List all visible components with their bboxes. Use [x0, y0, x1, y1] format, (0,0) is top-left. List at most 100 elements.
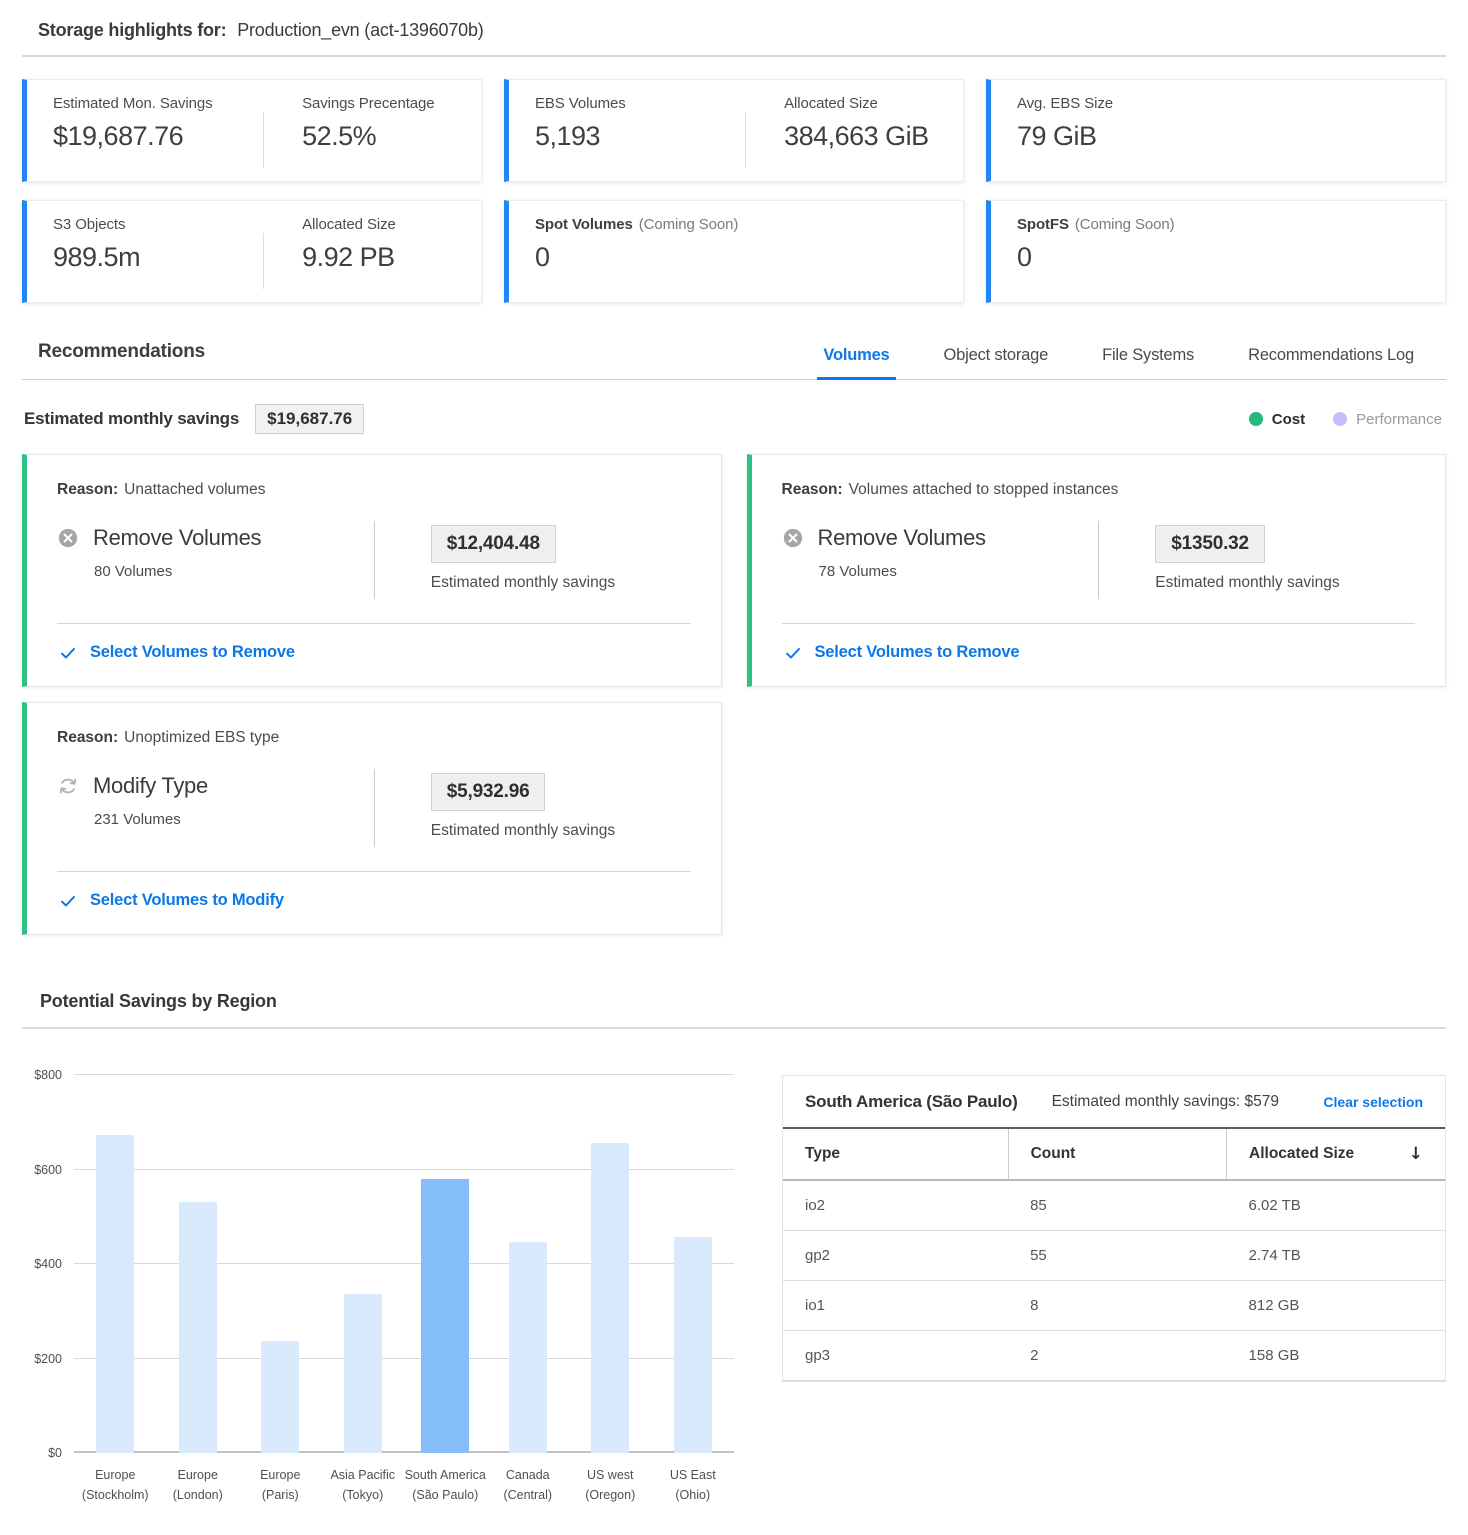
cell-allocated-size: 2.74 TB	[1226, 1230, 1445, 1281]
kpi-label-text: SpotFS	[1017, 216, 1069, 233]
action-row: Remove Volumes 78 Volumes $1350.32 Estim…	[782, 521, 1416, 599]
region-section-divider	[22, 1027, 1446, 1029]
kpi-label: Spot Volumes (Coming Soon)	[535, 216, 963, 233]
savings-amount-badge: $12,404.48	[430, 525, 556, 563]
clear-selection-link[interactable]: Clear selection	[1323, 1094, 1423, 1110]
action-divider	[373, 521, 375, 599]
savings-amount-badge: $1350.32	[1155, 525, 1265, 563]
kpi-label: Avg. EBS Size	[1017, 95, 1113, 112]
kpi-value: 9.92 PB	[302, 242, 395, 272]
gridline	[74, 1168, 734, 1170]
action-count: 231 Volumes	[94, 811, 181, 828]
kpi-label-text: Spot Volumes	[535, 216, 633, 233]
x-tick-label: South America (São Paulo)	[404, 1468, 486, 1502]
kpi-stat: Avg. EBS Size 79 GiB	[991, 95, 1445, 168]
region-section-title: Potential Savings by Region	[40, 991, 277, 1011]
region-bar-2[interactable]	[178, 1202, 217, 1453]
cell-count: 8	[1008, 1280, 1227, 1331]
cell-type: gp2	[783, 1230, 1009, 1281]
gridline	[74, 1357, 734, 1359]
savings-summary-label: Estimated monthly savings	[24, 409, 240, 428]
x-tick-label: US East (Ohio)	[669, 1468, 716, 1502]
sort-descending-icon[interactable]: ↓	[1408, 1144, 1423, 1164]
recommendations-tabs: Volumes Object storage File Systems Reco…	[817, 346, 1420, 380]
reason-label: Reason:	[781, 481, 843, 498]
legend-item-performance: Performance	[1333, 411, 1442, 428]
select-volumes-link[interactable]: Select Volumes to Remove	[814, 643, 1020, 661]
bar-slot	[569, 1075, 652, 1453]
kpi-card-spotfs: SpotFS (Coming Soon) 0	[986, 200, 1446, 303]
volume-types-table: Type Count Allocated Size ↓ io2 85	[783, 1129, 1445, 1381]
empty-grid-cell	[747, 702, 1447, 935]
legend-item-cost: Cost	[1248, 411, 1305, 428]
x-tick-label: Europe (Paris)	[260, 1468, 301, 1502]
account-name: Production_evn (act-1396070b)	[237, 20, 484, 40]
kpi-value: 52.5%	[302, 121, 377, 151]
reason-text: Unoptimized EBS type	[124, 729, 280, 746]
cell-count: 85	[1008, 1180, 1227, 1231]
bar-slot	[322, 1075, 405, 1453]
select-volumes-link[interactable]: Select Volumes to Modify	[90, 891, 284, 909]
reason-line: Reason: Unoptimized EBS type	[57, 729, 691, 747]
savings-amount-label: Estimated monthly savings	[430, 822, 616, 839]
kpi-label: S3 Objects	[53, 216, 126, 233]
modify-refresh-icon	[59, 778, 77, 794]
region-bar-8[interactable]	[673, 1237, 712, 1453]
gridline	[74, 1074, 734, 1075]
card-divider	[57, 623, 691, 624]
y-tick-label: $200	[34, 1351, 62, 1366]
action-right: $1350.32 Estimated monthly savings	[1099, 525, 1340, 599]
tab-volumes[interactable]: Volumes	[817, 346, 896, 380]
select-volumes-link[interactable]: Select Volumes to Remove	[90, 643, 295, 661]
tab-object-storage[interactable]: Object storage	[943, 346, 1049, 364]
select-volumes-action[interactable]: Select Volumes to Remove	[57, 624, 691, 686]
recommendation-card-stopped-instances: Reason: Volumes attached to stopped insta…	[746, 454, 1446, 687]
select-volumes-action[interactable]: Select Volumes to Modify	[57, 872, 691, 934]
region-bar-3[interactable]	[261, 1341, 300, 1453]
chart-bars	[74, 1075, 734, 1453]
table-row[interactable]: gp3 2 158 GB	[783, 1330, 1445, 1381]
column-header-type: Type	[783, 1129, 1009, 1181]
bar-slot	[487, 1075, 570, 1453]
page-title: Storage highlights for: Production_evn (…	[22, 14, 1446, 55]
table-row[interactable]: gp2 55 2.74 TB	[783, 1230, 1445, 1281]
kpi-card-ebs-volumes: EBS Volumes 5,193 Allocated Size 384,663…	[504, 79, 964, 182]
tab-file-systems[interactable]: File Systems	[1102, 346, 1195, 364]
kpi-label: SpotFS (Coming Soon)	[1017, 216, 1445, 233]
bar-slot	[404, 1075, 487, 1453]
gridline	[74, 1263, 734, 1264]
header-divider	[22, 55, 1446, 57]
kpi-stat: Estimated Mon. Savings $19,687.76	[27, 95, 263, 168]
cell-count: 2	[1008, 1330, 1227, 1381]
chart-x-axis: Europe (Stockholm) Europe (London) Europe (Pa…	[74, 1465, 734, 1505]
bar-slot	[239, 1075, 322, 1453]
table-region-title: South America (São Paulo)	[805, 1092, 1018, 1111]
kpi-stat: S3 Objects 989.5m	[27, 216, 263, 289]
recommendation-card-unattached: Reason: Unattached volumes Remove Volumes…	[22, 454, 722, 687]
page-title-prefix: Storage highlights for:	[38, 20, 227, 40]
tab-recommendations-log[interactable]: Recommendations Log	[1248, 346, 1414, 364]
select-volumes-action[interactable]: Select Volumes to Remove	[782, 624, 1416, 686]
kpi-label: Savings Precentage	[302, 95, 435, 112]
table-row[interactable]: io2 85 6.02 TB	[783, 1180, 1445, 1231]
region-body: $0 $200 $400 $600 $800 Europe (Stockholm) Euro…	[22, 1068, 1446, 1505]
recommendation-cards: Reason: Unattached volumes Remove Volumes…	[22, 454, 1446, 935]
x-tick-label: Europe (Stockholm)	[81, 1468, 149, 1502]
reason-label: Reason:	[57, 729, 119, 746]
cell-type: gp3	[783, 1330, 1009, 1381]
cell-type: io1	[783, 1280, 1009, 1331]
region-savings-chart: $0 $200 $400 $600 $800 Europe (Stockholm) Euro…	[22, 1068, 734, 1505]
savings-summary-row: Estimated monthly savings $19,687.76 Cos…	[22, 404, 1446, 434]
y-tick-label: $0	[48, 1446, 62, 1460]
region-bar-6[interactable]	[508, 1242, 547, 1453]
y-tick-label: $600	[34, 1162, 62, 1177]
kpi-label: Allocated Size	[784, 95, 878, 112]
x-tick-label: Europe (London)	[172, 1468, 223, 1502]
remove-circle-icon	[783, 528, 802, 548]
region-bar-4[interactable]	[343, 1293, 382, 1453]
region-bar-5[interactable]	[421, 1179, 470, 1453]
legend: Cost Performance	[1248, 411, 1442, 428]
region-bar-7[interactable]	[591, 1143, 630, 1453]
region-bar-1[interactable]	[96, 1135, 135, 1453]
table-row[interactable]: io1 8 812 GB	[783, 1280, 1445, 1331]
